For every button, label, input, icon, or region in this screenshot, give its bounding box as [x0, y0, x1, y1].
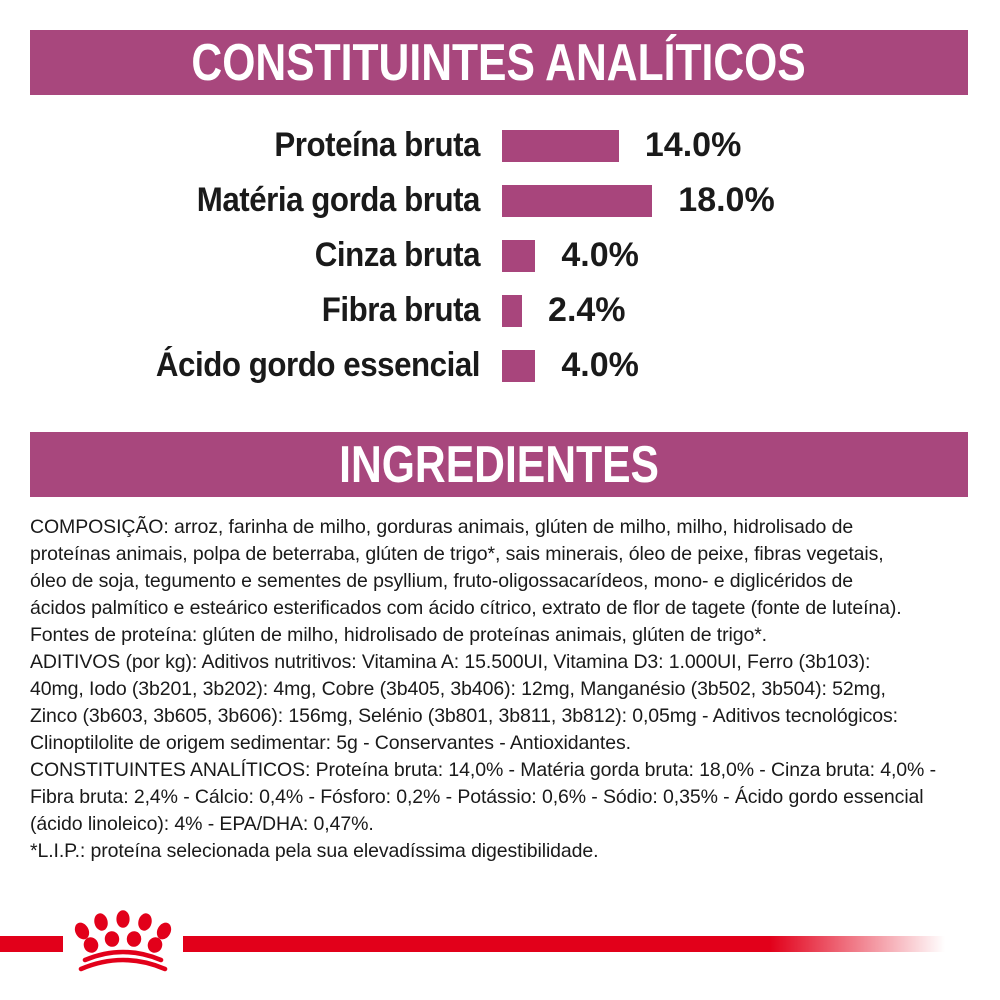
nutrient-label: Cinza bruta: [314, 236, 481, 274]
ingredients-paragraph: COMPOSIÇÃO: arroz, farinha de milho, gor…: [30, 514, 975, 865]
ingredients-text-line: ácidos palmítico e esteárico esterificad…: [30, 597, 902, 619]
nutrient-bar: [502, 129, 619, 162]
ingredients-title: INGREDIENTES: [339, 435, 659, 494]
nutrient-label: Fibra bruta: [321, 291, 481, 329]
nutrient-bar: [502, 294, 523, 327]
ingredients-text-line: CONSTITUINTES ANALÍTICOS: Proteína bruta…: [30, 759, 936, 781]
ingredients-banner: INGREDIENTES: [30, 432, 968, 497]
nutrient-label: Matéria gorda bruta: [196, 181, 481, 219]
nutrient-row: Proteína bruta 14.0%: [0, 118, 1000, 173]
nutrient-label: Ácido gordo essencial: [155, 346, 481, 384]
nutrient-row: Ácido gordo essencial 4.0%: [0, 338, 1000, 393]
nutrient-row: Cinza bruta 4.0%: [0, 228, 1000, 283]
brand-stripe: [0, 936, 1000, 952]
nutrient-value: 4.0%: [561, 346, 639, 384]
ingredients-text-line: Clinoptilolite de origem sedimentar: 5g …: [30, 732, 631, 754]
nutrient-value: 4.0%: [561, 236, 639, 274]
ingredients-text-line: (ácido linoleico): 4% - EPA/DHA: 0,47%.: [30, 813, 374, 835]
nutrient-bar: [502, 239, 536, 272]
nutrient-bar: [502, 184, 653, 217]
ingredients-text-line: ADITIVOS (por kg): Aditivos nutritivos: …: [30, 651, 871, 673]
ingredients-text-line: 40mg, Iodo (3b201, 3b202): 4mg, Cobre (3…: [30, 678, 886, 700]
crown-paw-icon: [74, 910, 172, 972]
nutrient-row: Fibra bruta 2.4%: [0, 283, 1000, 338]
nutrient-bar: [502, 349, 536, 382]
nutrient-value: 18.0%: [678, 181, 775, 219]
ingredients-text-line: óleo de soja, tegumento e sementes de ps…: [30, 570, 853, 592]
ingredients-text-line: COMPOSIÇÃO: arroz, farinha de milho, gor…: [30, 516, 854, 538]
ingredients-text-line: *L.I.P.: proteína selecionada pela sua e…: [30, 840, 599, 862]
nutrient-value: 2.4%: [548, 291, 626, 329]
analytical-constituents-banner: CONSTITUINTES ANALÍTICOS: [30, 30, 968, 95]
crown-pad-dots: [74, 910, 172, 953]
nutrient-row: Matéria gorda bruta 18.0%: [0, 173, 1000, 228]
nutrient-bar-chart: Proteína bruta 14.0% Matéria gorda bruta 18…: [0, 118, 1000, 393]
crown-base-arcs: [78, 949, 168, 972]
nutrient-value: 14.0%: [644, 126, 742, 164]
nutrient-label: Proteína bruta: [274, 126, 480, 164]
ingredients-text-line: Fontes de proteína: glúten de milho, hid…: [30, 624, 767, 646]
ingredients-text-line: proteínas animais, polpa de beterraba, g…: [30, 543, 884, 565]
analytical-constituents-title: CONSTITUINTES ANALÍTICOS: [191, 33, 807, 92]
ingredients-text-line: Zinco (3b603, 3b605, 3b606): 156mg, Selé…: [30, 705, 898, 727]
ingredients-text-line: Fibra bruta: 2,4% - Cálcio: 0,4% - Fósfo…: [30, 786, 924, 808]
